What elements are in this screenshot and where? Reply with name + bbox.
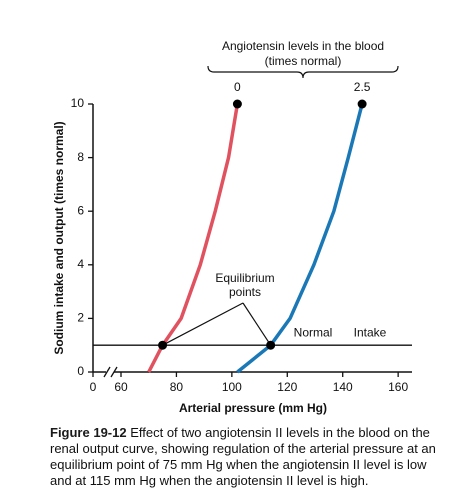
y-tick-label: 2	[77, 311, 84, 325]
x-tick-label: 100	[222, 380, 242, 394]
pointer-line	[162, 302, 244, 346]
curve	[147, 103, 240, 373]
x-tick-label: 120	[277, 380, 297, 394]
equilibrium-label: points	[229, 285, 261, 299]
header-line: (times normal)	[265, 54, 342, 68]
caption-text: Effect of two angiotensin II levels in t…	[50, 425, 436, 488]
intake-label: Normal	[294, 325, 333, 339]
y-tick-label: 8	[77, 150, 84, 164]
caption-label: Figure 19-12	[50, 425, 127, 440]
y-tick-label: 4	[77, 257, 84, 271]
x-tick-label: 0	[90, 380, 97, 394]
pointer-line	[242, 302, 272, 346]
equilibrium-label: Equilibrium	[215, 271, 274, 285]
x-tick-label: 80	[170, 380, 184, 394]
axis-break	[103, 366, 111, 378]
bracket	[207, 65, 399, 79]
y-tick-label: 0	[77, 364, 84, 378]
equilibrium-point	[266, 340, 276, 350]
x-tick-label: 160	[388, 380, 408, 394]
caption: Figure 19-12 Effect of two angiotensin I…	[50, 425, 442, 489]
end-dot	[357, 99, 367, 109]
axis-break	[110, 366, 118, 378]
series-label: 2.5	[354, 80, 371, 94]
series-label: 0	[234, 80, 241, 94]
x-axis-label: Arterial pressure (mm Hg)	[179, 401, 327, 415]
y-tick-label: 10	[71, 96, 85, 110]
chart: Angiotensin levels in the blood (times n…	[52, 39, 412, 415]
header-line: Angiotensin levels in the blood	[222, 39, 384, 53]
x-tick-label: 140	[333, 380, 353, 394]
end-dot	[232, 99, 242, 109]
y-tick-label: 6	[77, 203, 84, 217]
x-tick-label: 60	[114, 380, 128, 394]
intake-label: Intake	[354, 325, 387, 339]
y-axis-label: Sodium intake and output (times normal)	[52, 121, 66, 354]
equilibrium-point	[158, 340, 168, 350]
